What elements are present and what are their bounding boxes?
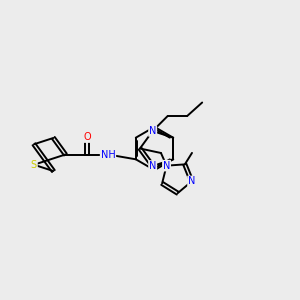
Text: N: N: [149, 161, 156, 171]
Text: S: S: [31, 160, 37, 170]
Text: N: N: [163, 160, 170, 171]
Text: O: O: [83, 132, 91, 142]
Text: N: N: [188, 176, 195, 186]
Text: N: N: [149, 126, 156, 136]
Text: NH: NH: [100, 149, 116, 160]
